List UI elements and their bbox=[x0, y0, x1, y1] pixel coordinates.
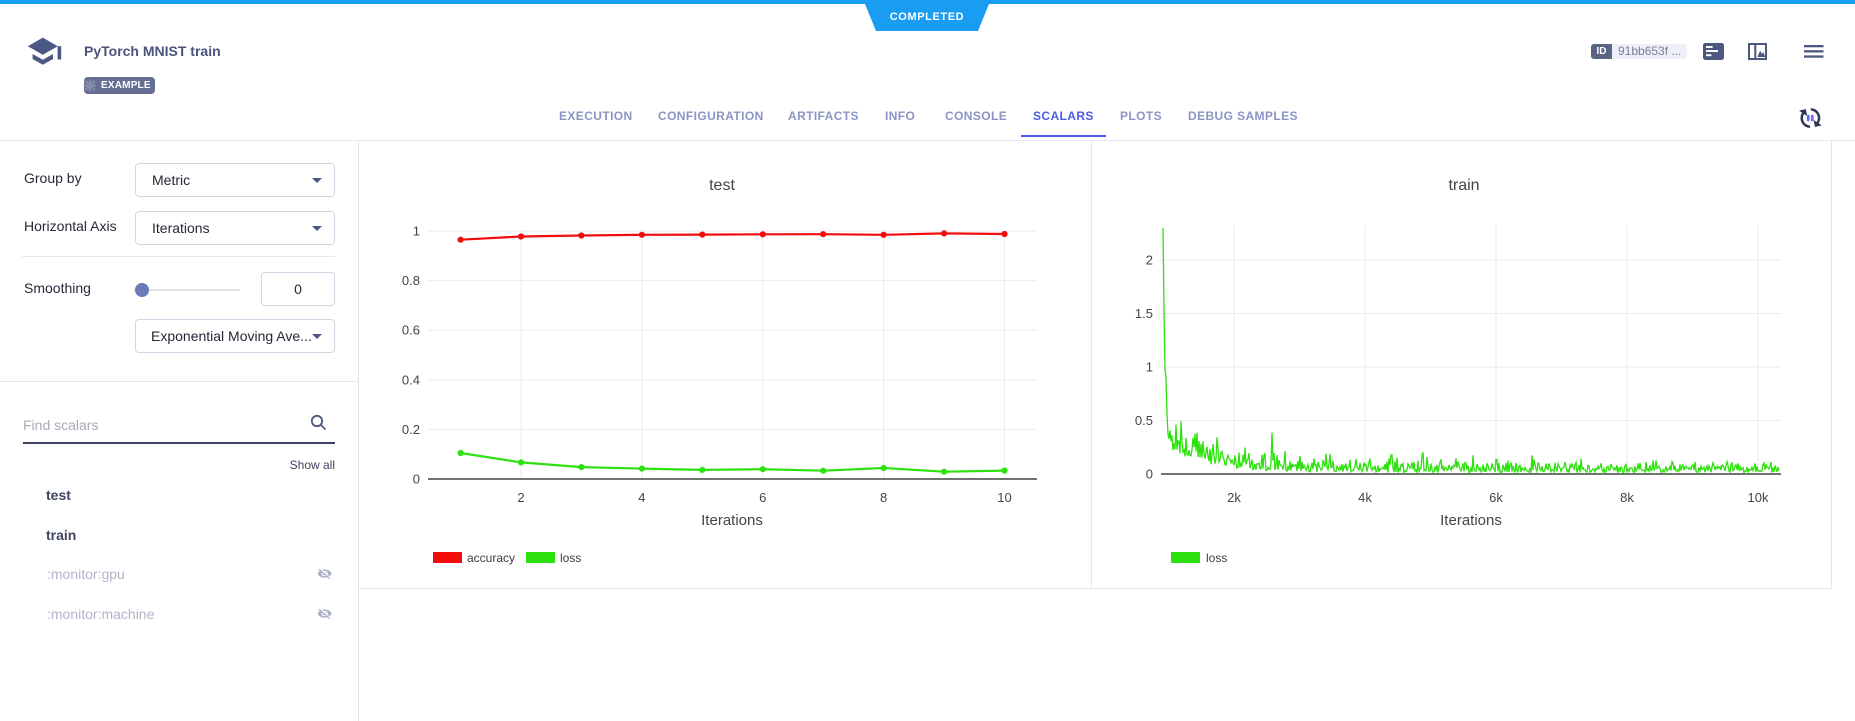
svg-text:test: test bbox=[709, 177, 735, 194]
svg-text:0.2: 0.2 bbox=[402, 422, 420, 437]
svg-text:loss: loss bbox=[560, 551, 581, 565]
svg-text:2: 2 bbox=[517, 490, 524, 505]
svg-text:0.6: 0.6 bbox=[402, 323, 420, 338]
svg-text:0.5: 0.5 bbox=[1135, 413, 1153, 428]
svg-text:1: 1 bbox=[1146, 360, 1153, 375]
svg-text:4k: 4k bbox=[1358, 490, 1372, 505]
svg-text:accuracy: accuracy bbox=[467, 551, 515, 565]
svg-text:Iterations: Iterations bbox=[701, 512, 763, 529]
svg-text:Iterations: Iterations bbox=[1440, 512, 1502, 529]
svg-text:1: 1 bbox=[413, 224, 420, 239]
svg-text:0: 0 bbox=[1146, 467, 1153, 482]
svg-text:2: 2 bbox=[1146, 253, 1153, 268]
svg-text:0.8: 0.8 bbox=[402, 273, 420, 288]
svg-text:train: train bbox=[1448, 177, 1479, 194]
svg-text:0.4: 0.4 bbox=[402, 372, 420, 387]
svg-text:10k: 10k bbox=[1748, 490, 1769, 505]
svg-text:4: 4 bbox=[638, 490, 645, 505]
svg-text:loss: loss bbox=[1206, 551, 1227, 565]
svg-text:6k: 6k bbox=[1489, 490, 1503, 505]
svg-text:0: 0 bbox=[413, 472, 420, 487]
svg-text:2k: 2k bbox=[1227, 490, 1241, 505]
svg-text:1.5: 1.5 bbox=[1135, 306, 1153, 321]
svg-text:10: 10 bbox=[997, 490, 1011, 505]
svg-text:6: 6 bbox=[759, 490, 766, 505]
svg-text:8k: 8k bbox=[1620, 490, 1634, 505]
svg-text:8: 8 bbox=[880, 490, 887, 505]
